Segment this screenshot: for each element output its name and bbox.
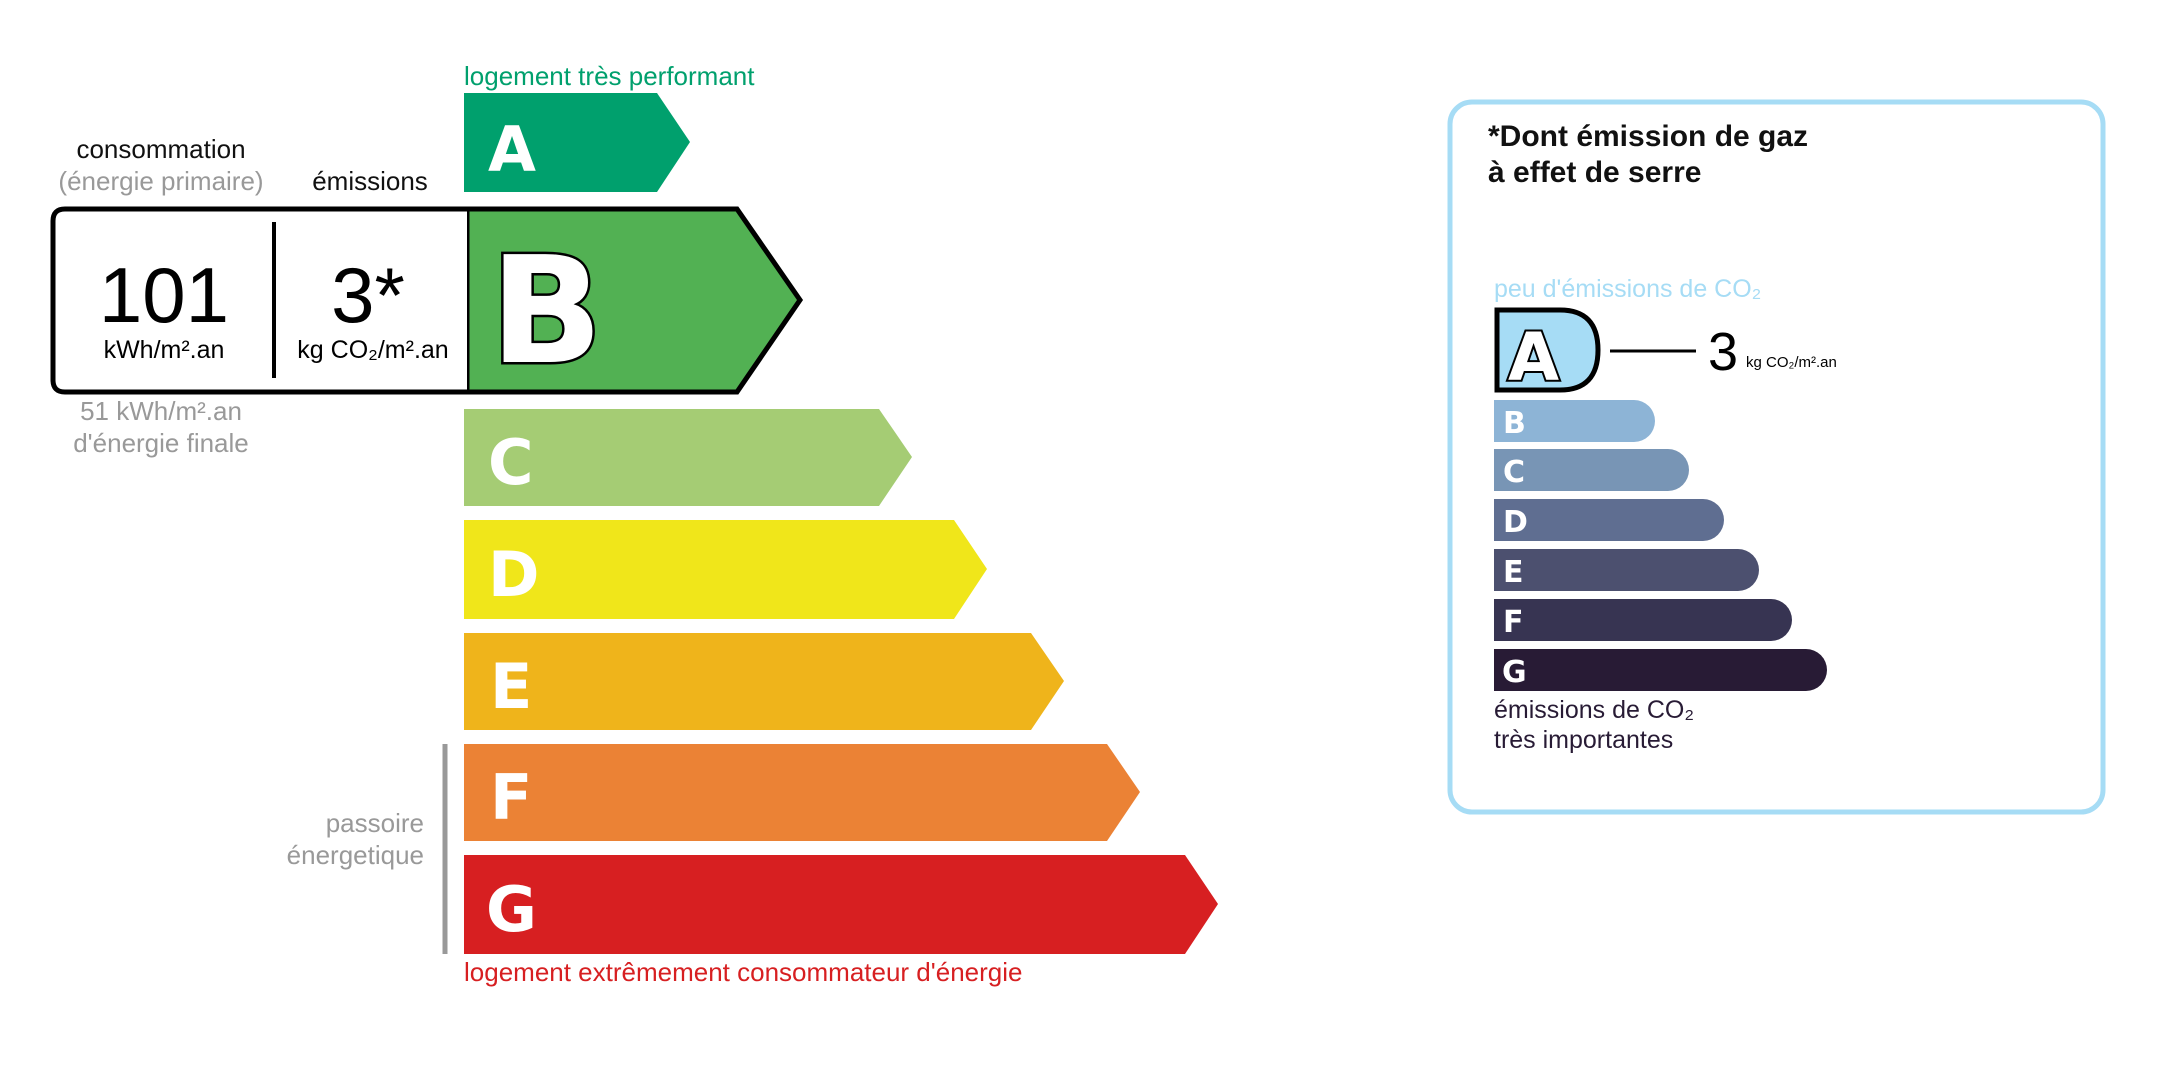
ges-bar-e: E bbox=[1494, 549, 1759, 591]
ges-title-1: *Dont émission de gaz bbox=[1488, 120, 1808, 153]
ges-bar-c: C bbox=[1494, 449, 1689, 491]
ges-unit: kg CO₂/m².an bbox=[1746, 354, 1837, 371]
passoire-label-2: énergetique bbox=[287, 840, 424, 870]
svg-text:B: B bbox=[490, 225, 603, 397]
ges-bar-a-current: A bbox=[1494, 307, 1601, 398]
svg-text:A: A bbox=[488, 113, 536, 186]
svg-text:G: G bbox=[1502, 655, 1527, 690]
svg-text:F: F bbox=[1503, 605, 1524, 640]
ges-value: 3 bbox=[1708, 322, 1738, 382]
energy-bar-b-current: B bbox=[464, 206, 804, 400]
energy-bar-g: G bbox=[464, 855, 1218, 954]
consumption-value: 101 bbox=[99, 251, 229, 339]
ges-top-label: peu d'émissions de CO₂ bbox=[1494, 275, 1761, 303]
ges-bar-g: G bbox=[1494, 649, 1827, 691]
final-energy-label: d'énergie finale bbox=[73, 428, 249, 458]
energy-bar-a: A bbox=[464, 93, 690, 192]
energy-bar-e: E bbox=[464, 633, 1064, 730]
svg-text:E: E bbox=[490, 650, 532, 723]
svg-text:C: C bbox=[1503, 455, 1525, 490]
value-box bbox=[50, 206, 467, 395]
ges-title-2: à effet de serre bbox=[1488, 156, 1701, 189]
svg-text:G: G bbox=[486, 873, 537, 946]
ges-bottom-label-1: émissions de CO₂ bbox=[1494, 696, 1694, 724]
consumption-unit: kWh/m².an bbox=[104, 336, 225, 364]
svg-text:B: B bbox=[1503, 406, 1526, 441]
emissions-unit: kg CO₂/m².an bbox=[297, 336, 448, 364]
svg-text:E: E bbox=[1503, 555, 1524, 590]
ges-bar-d: D bbox=[1494, 499, 1724, 541]
passoire-label-1: passoire bbox=[326, 808, 424, 838]
energy-bar-d: D bbox=[464, 520, 987, 619]
final-energy-value: 51 kWh/m².an bbox=[80, 396, 242, 426]
svg-text:C: C bbox=[488, 426, 534, 499]
consumption-subheader: (énergie primaire) bbox=[58, 166, 263, 196]
ges-bar-f: F bbox=[1494, 599, 1792, 641]
energy-bar-f: F bbox=[464, 744, 1140, 841]
bottom-label: logement extrêmement consommateur d'éner… bbox=[464, 957, 1022, 987]
svg-text:A: A bbox=[1508, 319, 1559, 396]
top-label: logement très performant bbox=[464, 61, 755, 91]
svg-text:D: D bbox=[488, 538, 539, 611]
ges-bar-b: B bbox=[1494, 400, 1655, 442]
svg-text:D: D bbox=[1503, 505, 1528, 540]
consumption-header: consommation bbox=[76, 134, 245, 164]
emissions-value: 3* bbox=[331, 251, 405, 339]
energy-bar-c: C bbox=[464, 409, 912, 506]
ges-bottom-label-2: très importantes bbox=[1494, 726, 1673, 754]
svg-text:F: F bbox=[490, 761, 532, 834]
emissions-header: émissions bbox=[312, 166, 428, 196]
